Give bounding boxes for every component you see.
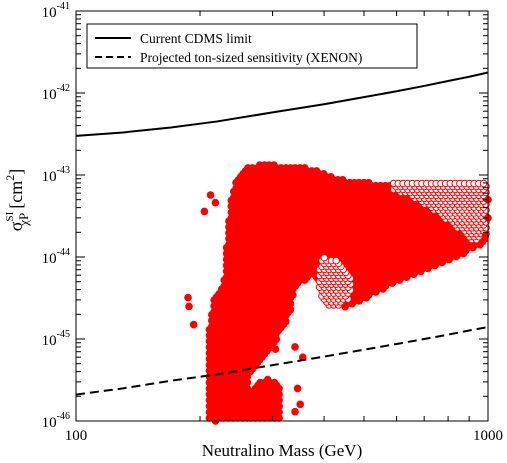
y-axis-unit-power: 2 [3,175,17,181]
scatter-point-filled [312,167,321,175]
scatter-point-filled [291,407,299,416]
scatter-point-filled [274,323,283,331]
scatter-point-filled [211,198,220,207]
y-tick-base: 10 [42,415,57,431]
scatter-point-filled [267,386,276,394]
y-tick-base: 10 [42,251,57,267]
y-tick-base: 10 [42,333,57,349]
y-tick-exponent: -43 [57,165,70,176]
y-tick-label: 10-45 [42,329,70,349]
y-tick-exponent: -46 [57,411,70,422]
legend-entry-cdms: Current CDMS limit [140,31,252,46]
scatter-point-open [320,253,329,262]
scatter-point-filled [239,402,248,411]
scatter-point-filled [189,320,198,329]
y-tick-exponent: -41 [57,1,70,12]
cdms-limit-curve [75,71,489,137]
y-tick-label: 10-43 [42,165,70,185]
scatter-points [184,161,492,425]
scatter-point-filled [270,161,278,169]
scatter-point-filled [296,400,305,409]
scatter-point-filled [319,170,328,178]
x-tick-label: 1000 [473,428,503,444]
y-axis-title: σSIχP [cm2] [3,169,31,231]
scatter-point-filled [206,191,215,199]
axis-ticks [75,10,489,422]
y-axis-superscript: SI [4,211,16,221]
scatter-point-filled [217,410,225,419]
limit-curves [75,71,489,396]
y-axis-unit-suffix: ] [6,169,26,175]
scatter-point-filled [263,375,272,384]
svg-text:σSIχP[cm2]: σSIχP [cm2] [3,169,31,231]
y-tick-base: 10 [42,169,57,185]
y-tick-exponent: -45 [57,329,70,340]
y-axis-unit-prefix: [cm [6,181,26,209]
scatter-point-filled [338,176,347,184]
scatter-point-filled [271,345,280,354]
legend-box [86,23,418,69]
scatter-point-filled [327,173,335,181]
plot-frame [75,10,489,422]
scatter-point-filled [184,293,192,302]
y-axis-symbol: σ [6,221,26,231]
y-tick-exponent: -44 [57,247,70,258]
y-axis-subscript: χP [16,213,31,227]
y-tick-label: 10-44 [42,247,70,267]
scatter-point-filled [268,320,277,329]
x-tick-label: 100 [65,428,88,444]
y-tick-exponent: -42 [57,83,70,94]
scatter-point-filled [293,384,302,393]
y-tick-base: 10 [42,87,57,103]
scatter-point-filled [291,343,299,351]
y-tick-label: 10-41 [42,1,70,21]
scatter-point-filled [270,378,279,387]
scatter-point-open [332,256,341,265]
scatter-point-filled [222,339,231,347]
scatter-point-filled [300,164,309,172]
y-tick-label: 10-46 [42,411,70,431]
legend-entry-xenon: Projected ton-sized sensitivity (XENON) [140,50,362,65]
scatter-point-open [479,179,488,188]
scatter-point-filled [217,287,226,295]
scatter-point-filled [185,302,193,311]
legend: Current CDMS limit Projected ton-sized s… [86,23,418,69]
y-tick-label: 10-42 [42,83,70,103]
scatter-point-filled [481,232,490,240]
xenon-projected-curve [75,326,489,396]
scatter-point-filled [200,207,209,216]
x-axis-title: Neutralino Mass (GeV) [202,441,363,460]
y-tick-base: 10 [42,5,57,21]
scatter-point-filled [364,178,373,187]
